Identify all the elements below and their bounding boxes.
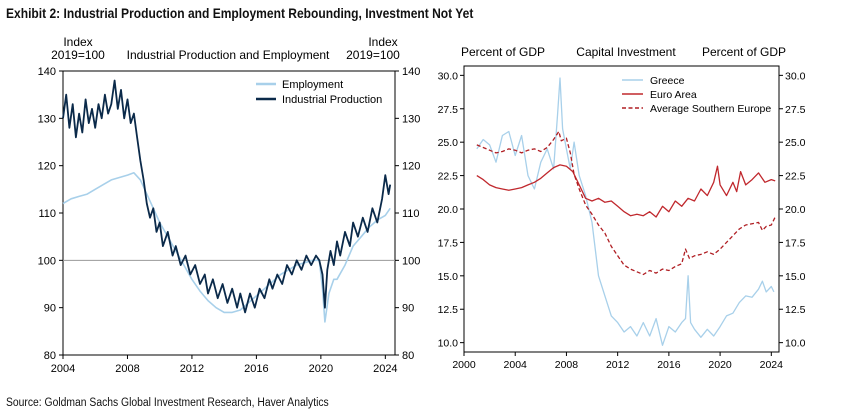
y-axis-label-right-line2: 2019=100 <box>346 48 400 62</box>
x-tick-label: 2004 <box>504 359 528 371</box>
y-tick-label-right: 25.0 <box>785 137 806 149</box>
y-axis-label-left: Percent of GDP <box>461 45 545 59</box>
legend-label: Average Southern Europe <box>650 103 771 115</box>
y-tick-label-left: 10.0 <box>438 338 459 350</box>
y-tick-label-right: 12.5 <box>785 304 806 316</box>
y-tick-label-right: 90 <box>402 303 414 315</box>
y-axis-label-left-line1: Index <box>63 35 92 49</box>
y-axis-label-left-line2: 2019=100 <box>51 48 105 62</box>
y-tick-label-right: 130 <box>402 113 420 125</box>
series-line-greece <box>476 77 775 346</box>
y-tick-label-left: 100 <box>38 255 56 267</box>
y-tick-label-left: 140 <box>38 66 56 78</box>
source-note: Source: Goldman Sachs Global Investment … <box>6 397 329 409</box>
y-tick-label-right: 120 <box>402 161 420 173</box>
y-tick-label-left: 90 <box>44 303 56 315</box>
series-line-industrial-production <box>62 79 392 314</box>
y-tick-label-left: 27.5 <box>438 104 459 116</box>
series-line-average-southern-europe <box>476 130 776 276</box>
y-tick-label-left: 110 <box>38 208 56 220</box>
y-tick-label-left: 120 <box>38 161 56 173</box>
y-tick-label-right: 17.5 <box>785 237 806 249</box>
x-tick-label: 2024 <box>373 363 397 375</box>
y-tick-label-left: 30.0 <box>438 70 459 82</box>
legend-label: Greece <box>650 75 685 87</box>
y-tick-label-right: 22.5 <box>785 171 806 183</box>
chart-title: Capital Investment <box>576 45 676 59</box>
y-tick-label-right: 110 <box>402 208 420 220</box>
y-tick-label-left: 80 <box>44 350 56 362</box>
y-tick-label-left: 25.0 <box>438 137 459 149</box>
y-tick-label-left: 12.5 <box>438 304 459 316</box>
y-tick-label-right: 15.0 <box>785 271 806 283</box>
x-tick-label: 2020 <box>708 359 732 371</box>
series-line-euro-area <box>476 164 776 218</box>
x-tick-label: 2024 <box>760 359 784 371</box>
exhibit-title: Exhibit 2: Industrial Production and Emp… <box>6 5 474 21</box>
y-tick-label-left: 22.5 <box>438 171 459 183</box>
y-tick-label-left: 130 <box>38 113 56 125</box>
legend-label: Industrial Production <box>282 94 382 106</box>
y-axis-label-right: Percent of GDP <box>702 45 786 59</box>
y-tick-label-right: 30.0 <box>785 70 806 82</box>
y-tick-label-right: 140 <box>402 66 420 78</box>
x-tick-label: 2016 <box>244 363 268 375</box>
x-tick-label: 2020 <box>309 363 333 375</box>
x-tick-label: 2008 <box>115 363 139 375</box>
x-tick-label: 2012 <box>180 363 204 375</box>
legend-label: Employment <box>282 79 343 91</box>
series-line-employment <box>62 172 391 323</box>
y-tick-label-right: 20.0 <box>785 204 806 216</box>
x-tick-label: 2008 <box>555 359 579 371</box>
x-tick-label: 2000 <box>452 359 476 371</box>
y-tick-label-right: 100 <box>402 255 420 267</box>
y-tick-label-right: 10.0 <box>785 338 806 350</box>
legend-label: Euro Area <box>650 89 697 101</box>
y-axis-label-right-line1: Index <box>368 35 397 49</box>
y-tick-label-left: 15.0 <box>438 271 459 283</box>
y-tick-label-right: 27.5 <box>785 104 806 116</box>
chart-right: 10.0 10.0 12.5 12.5 15.0 15.0 17.5 17.5 20.0 20.0… <box>438 45 806 371</box>
chart-title: Industrial Production and Employment <box>127 48 330 62</box>
y-tick-label-left: 17.5 <box>438 237 459 249</box>
y-tick-label-right: 80 <box>402 350 414 362</box>
y-tick-label-left: 20.0 <box>438 204 459 216</box>
x-tick-label: 2012 <box>606 359 630 371</box>
x-tick-label: 2016 <box>657 359 681 371</box>
x-tick-label: 2004 <box>51 363 75 375</box>
